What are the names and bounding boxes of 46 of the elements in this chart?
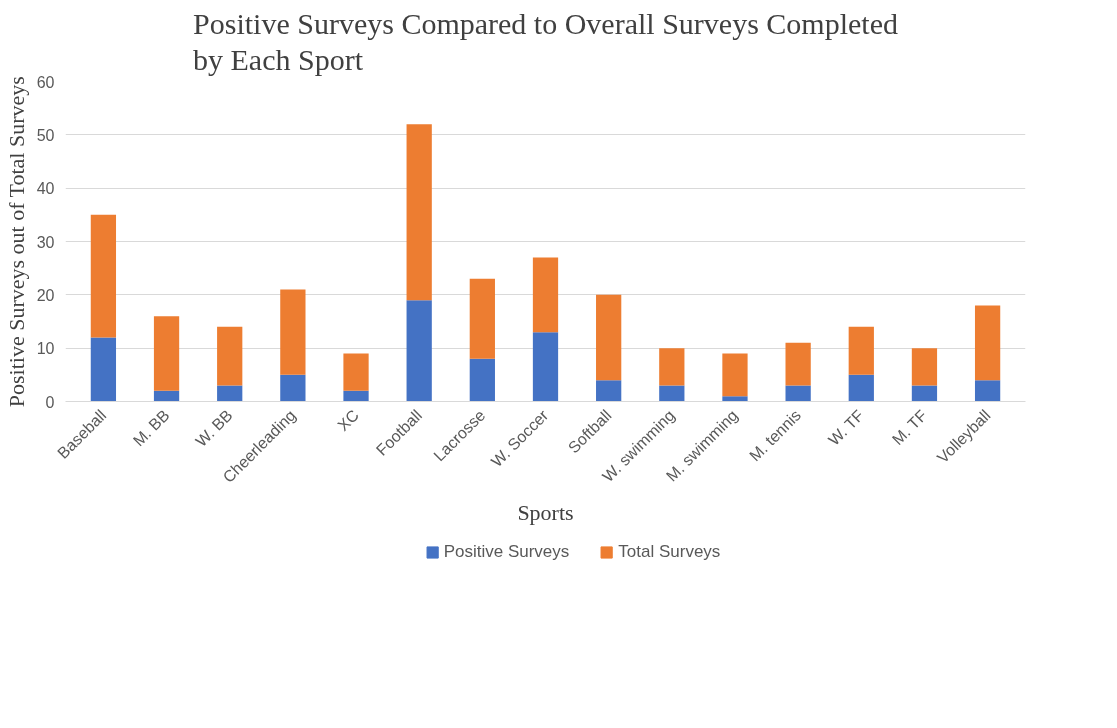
bar [280,289,306,375]
bar [596,380,622,402]
bar [343,353,369,391]
bar [848,374,874,402]
y-tick-label: 0 [45,393,55,411]
x-tick-label: XC [334,406,363,435]
legend-label: Total Surveys [618,542,721,562]
chart-title: Positive Surveys Compared to Overall Surveys Completed by Each Sport [193,7,898,77]
bar [532,257,559,333]
x-tick-label: M. BB [129,406,173,450]
bar [406,300,432,402]
bar [217,385,243,402]
y-tick-label: 30 [36,233,55,251]
bar [911,348,938,386]
y-tick-label: 60 [36,73,55,91]
y-axis-title: Positive Surveys out of Total Surveys [3,76,29,408]
y-tick-label: 10 [36,340,55,358]
bar [785,385,811,402]
bar [848,326,874,375]
bar [280,374,306,402]
bar [153,390,180,402]
bar [217,326,243,386]
y-tick-label: 20 [36,286,55,304]
bar [90,214,117,338]
bar [596,294,622,381]
y-tick-label: 40 [36,180,55,198]
bar [90,337,117,402]
bar [153,316,180,391]
bar [974,380,1001,402]
legend-label: Positive Surveys [443,542,570,562]
bar [974,305,1001,381]
bar [469,358,495,402]
bar [343,390,369,402]
x-tick-label: W. TF [825,406,868,449]
bar [532,332,559,402]
bar [722,353,748,397]
x-tick-label: M. TF [888,406,931,449]
bar [785,342,811,386]
bar [659,348,685,386]
bar [911,385,938,402]
y-tick-label: 50 [36,126,55,144]
bar [469,278,495,359]
bar [722,396,748,402]
x-axis-title: Sports [517,499,574,525]
bar [659,385,685,402]
bar [406,124,432,301]
